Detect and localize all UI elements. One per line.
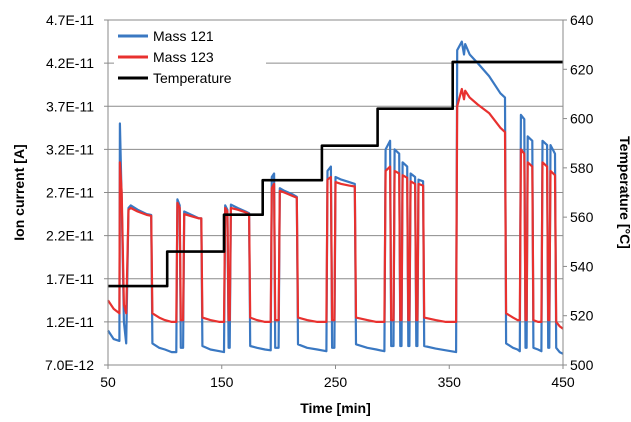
series-lines <box>107 40 564 355</box>
x-tick-label-350: 350 <box>438 374 462 390</box>
y-tick-label-0: 4.7E-11 <box>46 12 94 28</box>
right-axis-ticks: 640 620 600 580 560 540 520 500 <box>563 12 594 373</box>
y2-tick-label-600: 600 <box>570 111 594 127</box>
x-tick-label-50: 50 <box>100 374 116 390</box>
legend-label-mass-121: Mass 121 <box>153 28 214 44</box>
right-axis-title: Temperature [°C] <box>617 136 631 249</box>
y2-tick-label-640: 640 <box>570 12 594 28</box>
y-tick-label-6: 1.7E-11 <box>46 271 94 287</box>
x-tick-label-150: 150 <box>210 374 234 390</box>
y2-tick-label-620: 620 <box>570 61 594 77</box>
y2-tick-label-520: 520 <box>570 308 594 324</box>
y2-tick-label-580: 580 <box>570 160 594 176</box>
y-tick-label-3: 3.2E-11 <box>46 141 94 157</box>
y2-tick-label-560: 560 <box>570 209 594 225</box>
left-axis-ticks: 4.7E-11 4.2E-11 3.7E-11 3.2E-11 2.7E-11 2.2E-… <box>45 12 108 373</box>
x-axis-title: Time [min] <box>300 400 371 416</box>
y-tick-label-5: 2.2E-11 <box>46 228 94 244</box>
x-axis-ticks: 50 150 250 350 450 <box>100 365 575 390</box>
series-line-temperature <box>108 60 563 288</box>
y2-tick-label-500: 500 <box>570 357 594 373</box>
y-tick-label-4: 2.7E-11 <box>46 185 94 201</box>
legend-label-temperature: Temperature <box>153 70 232 86</box>
y-tick-label-2: 3.7E-11 <box>46 98 94 114</box>
y2-tick-label-540: 540 <box>570 258 594 274</box>
series-line-mass-121 <box>107 40 564 355</box>
y-tick-label-1: 4.2E-11 <box>46 55 94 71</box>
series-line-mass-123 <box>107 87 564 330</box>
x-tick-label-250: 250 <box>324 374 348 390</box>
y-tick-label-8: 7.0E-12 <box>45 357 94 373</box>
x-tick-label-450: 450 <box>551 374 575 390</box>
left-axis-title: Ion current [A] <box>11 144 27 240</box>
legend-label-mass-123: Mass 123 <box>153 49 214 65</box>
legend: Mass 121 Mass 123 Temperature <box>114 22 266 91</box>
y-tick-label-7: 1.2E-11 <box>46 314 94 330</box>
